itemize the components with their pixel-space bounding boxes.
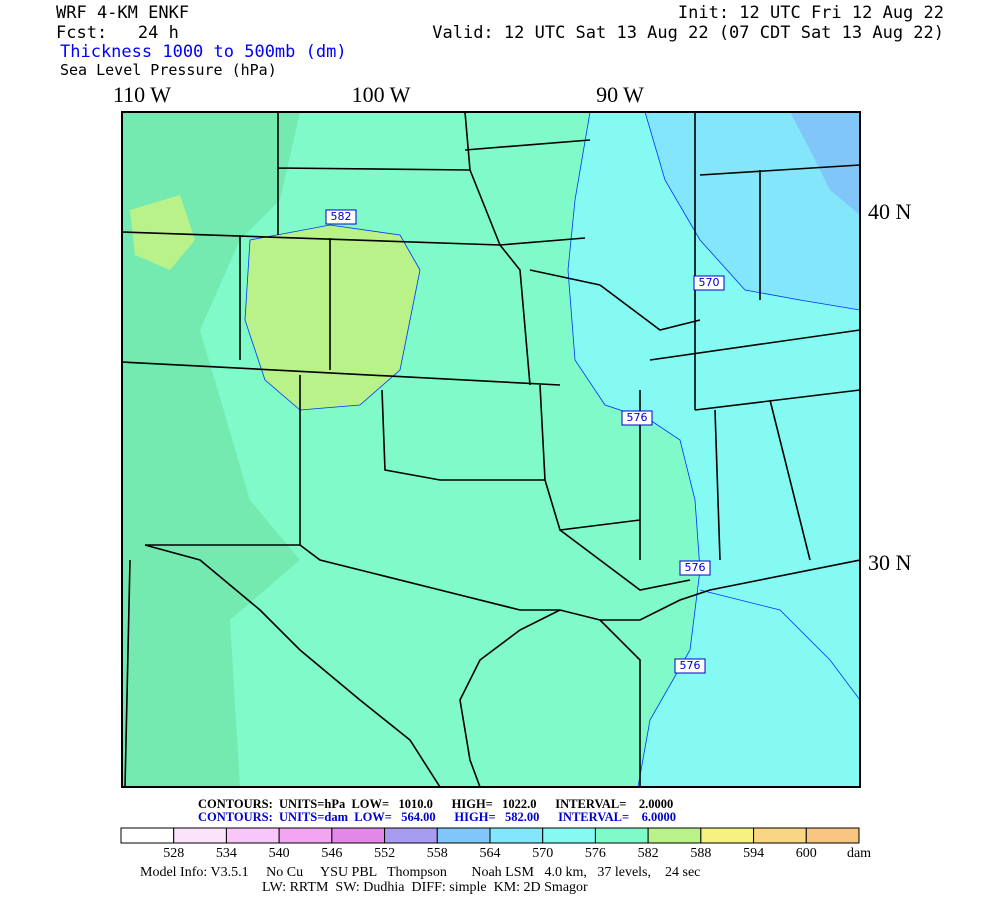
field-slp: Sea Level Pressure (hPa): [60, 61, 277, 79]
contour-info: CONTOURS: UNITS=dam LOW= 564.00 HIGH= 58…: [198, 810, 676, 824]
colorbar-box: [594, 827, 649, 844]
colorbar-box: [120, 827, 175, 844]
valid-time: Valid: 12 UTC Sat 13 Aug 22 (07 CDT Sat …: [432, 23, 944, 43]
thickness-fill: [790, 112, 860, 215]
colorbar-box: [436, 827, 491, 844]
colorbar-box: [647, 827, 702, 844]
thickness-contour: [244, 224, 421, 411]
init-time: Init: 12 UTC Fri 12 Aug 22: [678, 3, 944, 23]
colorbar-box: [225, 827, 280, 844]
contour-label-box: [325, 209, 357, 225]
colorbar-label: 528: [163, 846, 184, 861]
contour-label: 582: [331, 210, 352, 223]
contour-label-box: [679, 560, 711, 576]
field-thickness: Thickness 1000 to 500mb (dm): [60, 42, 347, 62]
colorbar-box: [489, 827, 544, 844]
colorbar-box: [278, 827, 333, 844]
colorbar: 528 534 540 546 552 558 564 570 576 582 588 594 600 d…: [120, 827, 871, 861]
colorbar-box: [700, 827, 755, 844]
latitude-label: 40 N: [868, 199, 912, 224]
colorbar-label: 576: [585, 846, 606, 861]
colorbar-box: [542, 827, 596, 844]
contour-label-box: [674, 658, 706, 674]
colorbar-label: 546: [321, 846, 342, 861]
state-borders: [122, 112, 860, 787]
map-frame: [121, 111, 861, 788]
longitude-label: 90 W: [596, 82, 644, 107]
map: 582 570 576 576 576: [121, 111, 861, 788]
colorbar-box: [753, 827, 807, 844]
forecast-hour: Fcst: 24 h: [56, 23, 179, 43]
thickness-fill: [645, 112, 860, 310]
colorbar-label: 600: [796, 846, 817, 861]
colorbar-label: 558: [427, 846, 448, 861]
contour-label: 576: [680, 659, 701, 672]
contour-label-box: [621, 410, 653, 426]
latitude-label: 30 N: [868, 550, 912, 575]
longitude-label: 110 W: [113, 82, 171, 107]
contour-info: CONTOURS: UNITS=hPa LOW= 1010.0 HIGH= 10…: [198, 797, 673, 811]
colorbar-label: 552: [374, 846, 395, 861]
colorbar-box: [331, 827, 386, 844]
colorbar-label: 594: [743, 846, 764, 861]
colorbar-unit: dam: [847, 846, 871, 861]
colorbar-label: 582: [638, 846, 659, 861]
colorbar-box: [173, 827, 227, 844]
physics-info: LW: RRTM SW: Dudhia DIFF: simple KM: 2D …: [262, 880, 588, 895]
longitude-label: 100 W: [352, 82, 411, 107]
thickness-fill: [130, 195, 195, 270]
colorbar-box: [805, 827, 860, 844]
thickness-contour: [699, 589, 860, 701]
thickness-fill: [245, 225, 420, 410]
colorbar-label: 570: [532, 846, 553, 861]
thickness-fill: [122, 112, 300, 787]
thickness-contour: [644, 112, 860, 311]
colorbar-label: 564: [480, 846, 501, 861]
colorbar-label: 540: [269, 846, 290, 861]
model-info: Model Info: V3.5.1 No Cu YSU PBL Thompso…: [140, 865, 700, 880]
colorbar-box: [384, 827, 438, 844]
contour-label: 570: [699, 276, 720, 289]
model-name: WRF 4-KM ENKF: [56, 3, 189, 23]
contour-label-box: [693, 275, 725, 291]
colorbar-label: 534: [216, 846, 237, 861]
contour-label: 576: [685, 561, 706, 574]
contour-label: 576: [627, 411, 648, 424]
colorbar-label: 588: [690, 846, 711, 861]
